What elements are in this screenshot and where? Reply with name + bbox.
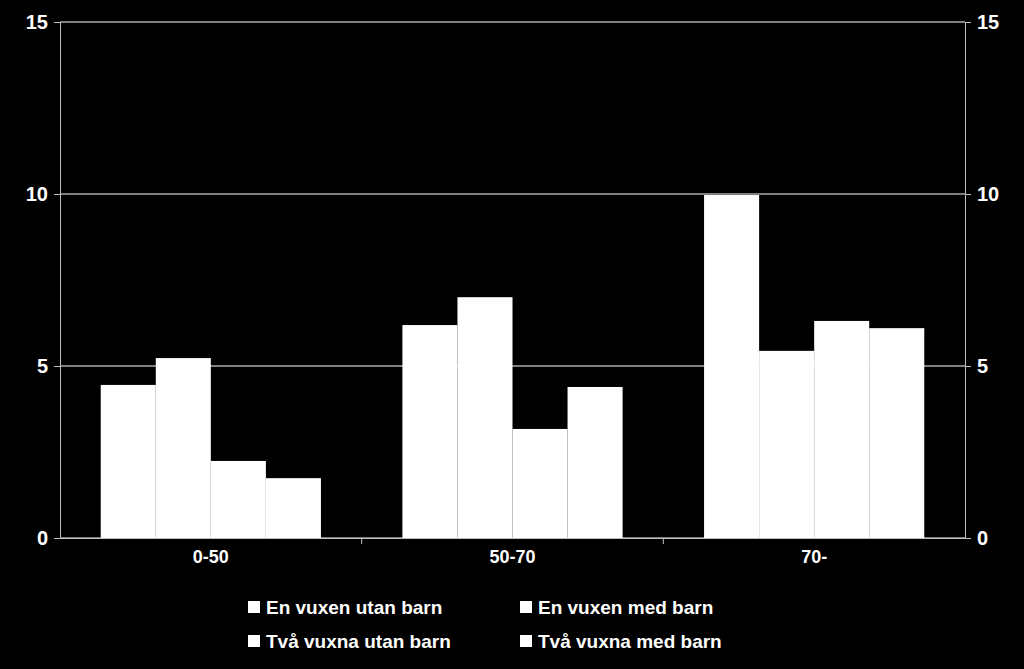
- bar: [457, 297, 512, 538]
- legend-item: En vuxen med barn: [520, 597, 713, 618]
- bar: [568, 387, 623, 538]
- legend-item: En vuxen utan barn: [248, 597, 442, 618]
- tick: 0: [37, 527, 60, 549]
- tick-mark: [54, 538, 60, 539]
- tick-mark: [54, 22, 60, 23]
- y2-axis: 0 5 10 15: [965, 11, 999, 549]
- legend-label: En vuxen med barn: [538, 597, 713, 618]
- legend-item: Två vuxna med barn: [520, 631, 722, 652]
- tick-mark: [965, 366, 971, 367]
- tick: 15: [26, 11, 60, 33]
- legend-label: Två vuxna med barn: [538, 631, 722, 652]
- tick-mark: [54, 194, 60, 195]
- tick: 15: [965, 11, 999, 33]
- tick-mark: [965, 538, 971, 539]
- tick-label: 5: [37, 355, 48, 377]
- legend-swatch: [248, 635, 260, 647]
- x-axis: 0-50 50-70 70-: [61, 538, 966, 567]
- axis-line: [54, 23, 61, 539]
- tick-label: 10: [977, 183, 999, 205]
- tick-label: 15: [977, 11, 999, 33]
- y-axis: 0 5 10 15: [26, 11, 61, 549]
- tick: 0-50: [193, 538, 229, 567]
- tick: 10: [26, 183, 60, 205]
- axis-line: [61, 538, 966, 539]
- category-label: 50-70: [489, 547, 535, 567]
- legend-swatch: [248, 601, 260, 613]
- legend-swatch: [520, 601, 532, 613]
- grid-line: [60, 194, 965, 195]
- legend-swatch: [520, 635, 532, 647]
- bar: [156, 358, 211, 538]
- tick-label: 15: [26, 11, 48, 33]
- tick-label: 10: [26, 183, 48, 205]
- legend-item: Två vuxna utan barn: [248, 631, 451, 652]
- grid: [60, 22, 965, 538]
- category-separator: [361, 538, 362, 544]
- tick: 5: [965, 355, 988, 377]
- grid-line: [60, 22, 965, 23]
- bar: [101, 385, 156, 538]
- bar: [869, 328, 924, 538]
- tick: 5: [37, 355, 60, 377]
- tick-label: 5: [977, 355, 988, 377]
- bar: [211, 461, 266, 538]
- legend: En vuxen utan barn En vuxen med barn Två v…: [248, 597, 722, 652]
- category-separators: [362, 538, 664, 544]
- bar: [704, 195, 759, 538]
- legend-label: Två vuxna utan barn: [266, 631, 451, 652]
- tick-mark: [54, 366, 60, 367]
- category-label: 70-: [801, 547, 827, 567]
- legend-label: En vuxen utan barn: [266, 597, 442, 618]
- bar: [759, 351, 814, 538]
- tick-mark: [965, 22, 971, 23]
- chart: 0 5 10 15 0 5 10 15 0-50 50-70 70- En vuxen utan ba…: [0, 0, 1024, 669]
- axis-line: [966, 23, 972, 539]
- category-separator: [663, 538, 664, 544]
- category-label: 0-50: [193, 547, 229, 567]
- bar: [266, 478, 321, 538]
- tick: 50-70: [489, 538, 535, 567]
- bar: [814, 321, 869, 538]
- tick-label: 0: [37, 527, 48, 549]
- tick: 70-: [801, 538, 827, 567]
- tick: 0: [965, 527, 988, 549]
- tick-mark: [965, 194, 971, 195]
- bar: [513, 429, 568, 538]
- bar: [402, 325, 457, 538]
- tick: 10: [965, 183, 999, 205]
- tick-label: 0: [977, 527, 988, 549]
- bars: [101, 195, 925, 538]
